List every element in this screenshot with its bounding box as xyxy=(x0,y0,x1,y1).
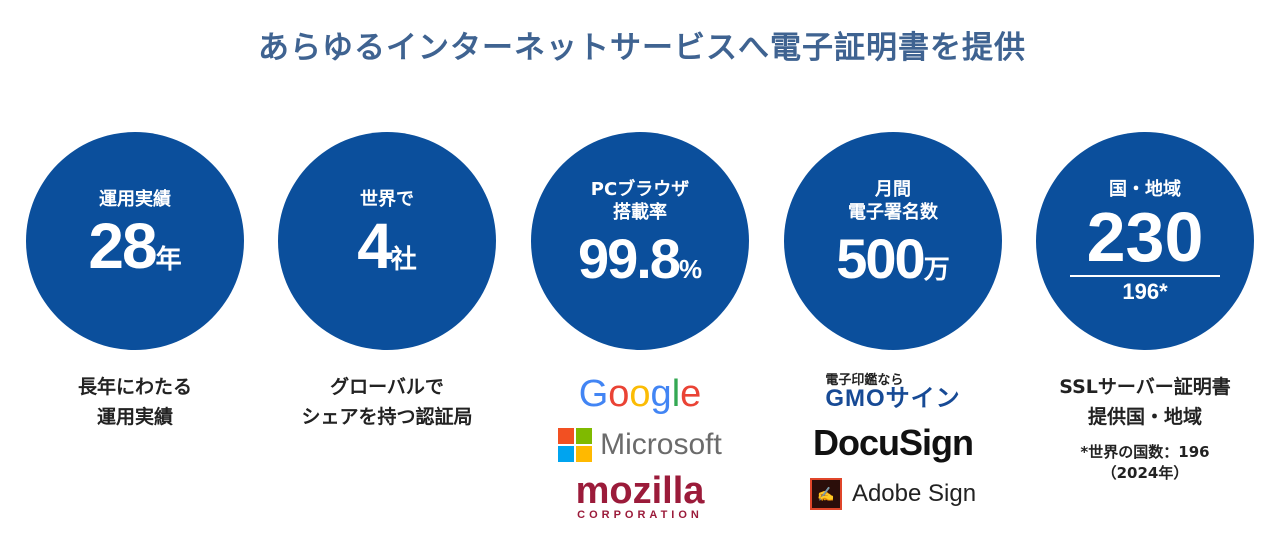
stat-countries: 国・地域 230 196* SSLサーバー証明書 提供国・地域 *世界の国数：19… xyxy=(1020,132,1270,484)
microsoft-squares-icon xyxy=(558,428,593,462)
microsoft-text: Microsoft xyxy=(600,428,722,461)
desc-line: グローバルで xyxy=(330,376,444,398)
gmo-tagline: 電子印鑑なら xyxy=(825,373,904,388)
browser-logos: Google Microsoft mozilla CORPORATION xyxy=(515,372,765,522)
stat-circle: 月間 電子署名数 500万 xyxy=(784,132,1002,350)
mozilla-sub: CORPORATION xyxy=(577,509,703,521)
google-logo: Google xyxy=(578,373,702,415)
stat-label: PCブラウザ xyxy=(590,179,690,200)
microsoft-logo: Microsoft xyxy=(558,428,722,462)
stat-circle: 世界で 4社 xyxy=(278,132,496,350)
value: 99.8 xyxy=(577,227,681,290)
stat-label: 搭載率 xyxy=(613,202,667,223)
esign-logos: 電子印鑑なら GMOサイン DocuSign ✍ Adobe Sign xyxy=(768,372,1018,510)
stat-label: 国・地域 xyxy=(1109,178,1181,200)
stat-note: *世界の国数：196 （2024年） xyxy=(1020,442,1270,484)
stat-label: 月間 xyxy=(875,179,911,200)
stat-value: 28年 xyxy=(88,211,181,294)
stat-browser: PCブラウザ 搭載率 99.8% Google Microsoft mozill… xyxy=(515,132,765,522)
adobe-sign-logo: ✍ Adobe Sign xyxy=(809,478,977,510)
divider xyxy=(1070,274,1220,277)
gmo-sign-logo: 電子印鑑なら GMOサイン xyxy=(825,372,961,412)
stat-value: 230 xyxy=(1086,197,1204,276)
unit: 社 xyxy=(390,244,417,274)
desc-line: シェアを持つ認証局 xyxy=(301,406,473,428)
stat-value: 4社 xyxy=(357,211,417,294)
note-line: *世界の国数：196 xyxy=(1080,443,1210,461)
stat-companies: 世界で 4社 グローバルでシェアを持つ認証局 xyxy=(262,132,512,432)
unit: 万 xyxy=(923,254,950,284)
stat-years: 運用実績 28年 長年にわたる 運用実績 xyxy=(10,132,260,432)
stat-signatures: 月間 電子署名数 500万 電子印鑑なら GMOサイン DocuSign ✍ Ado… xyxy=(768,132,1018,510)
stat-label: 運用実績 xyxy=(99,189,171,210)
adobe-text: Adobe Sign xyxy=(851,480,977,507)
value: 4 xyxy=(357,210,393,282)
unit: 年 xyxy=(155,244,182,274)
adobe-sign-icon: ✍ xyxy=(809,478,842,510)
gmo-text: GMOサイン xyxy=(825,385,961,412)
note-line: （2024年） xyxy=(1101,464,1189,482)
stat-desc: グローバルでシェアを持つ認証局 xyxy=(262,372,512,432)
stat-circle: 国・地域 230 196* xyxy=(1036,132,1254,350)
stat-desc: SSLサーバー証明書 提供国・地域 xyxy=(1020,372,1270,432)
desc-line: 長年にわたる xyxy=(77,376,192,398)
docusign-logo: DocuSign xyxy=(813,422,974,463)
desc-line: 提供国・地域 xyxy=(1087,406,1202,428)
stat-desc: 長年にわたる 運用実績 xyxy=(10,372,260,432)
stat-label: 電子署名数 xyxy=(848,202,938,223)
stat-sub: 196* xyxy=(1122,278,1168,304)
value: 28 xyxy=(88,210,157,282)
stat-label: 世界で xyxy=(360,189,414,210)
stat-circle: PCブラウザ 搭載率 99.8% xyxy=(531,132,749,350)
stat-circle: 運用実績 28年 xyxy=(26,132,244,350)
stat-value: 99.8% xyxy=(578,224,702,304)
desc-line: SSLサーバー証明書 xyxy=(1059,376,1231,398)
stat-value: 500万 xyxy=(836,224,949,304)
value: 500 xyxy=(836,227,925,290)
mozilla-text: mozilla xyxy=(575,470,705,512)
page-title: あらゆるインターネットサービスへ電子証明書を提供 xyxy=(258,30,1026,66)
mozilla-logo: mozilla CORPORATION xyxy=(576,472,705,522)
unit: % xyxy=(678,254,703,284)
desc-line: 運用実績 xyxy=(96,406,173,428)
